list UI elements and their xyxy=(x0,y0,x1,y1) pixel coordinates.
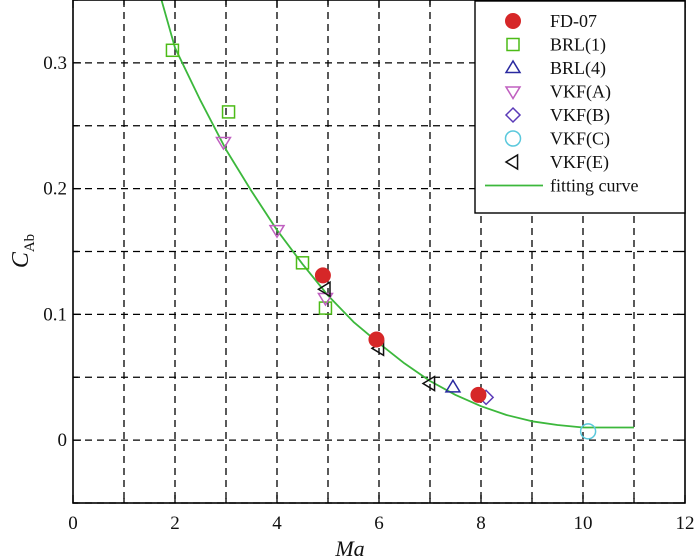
y-axis-label-sub: Ab xyxy=(22,234,38,252)
data-point-brl-1 xyxy=(295,256,310,270)
data-point-brl-1 xyxy=(221,105,236,119)
data-point-brl-4 xyxy=(444,378,462,393)
data-point-vkf-a xyxy=(268,224,286,239)
grid xyxy=(73,0,685,504)
legend-label-brl-1: BRL(1) xyxy=(550,35,606,56)
data-point-brl-1 xyxy=(165,43,180,58)
x-tick-label: 4 xyxy=(272,513,282,534)
fitting-curve-layer xyxy=(160,0,634,429)
legend-label-vkf-c: VKF(C) xyxy=(550,129,610,150)
y-tick-label: 0.2 xyxy=(43,179,67,200)
legend-label-vkf-a: VKF(A) xyxy=(550,82,611,103)
y-tick-label: 0.3 xyxy=(43,53,67,74)
legend-label-brl-4: BRL(4) xyxy=(550,58,606,79)
data-point-vkf-a xyxy=(215,136,232,151)
fitting-curve-line xyxy=(160,0,634,429)
legend-swatch-fd-07 xyxy=(505,13,521,29)
legend-swatch-vkf-e xyxy=(504,153,519,171)
x-tick-label: 8 xyxy=(476,513,486,534)
data-point-fd-07 xyxy=(368,331,385,348)
legend-box xyxy=(474,0,686,214)
data-point-vkf-e xyxy=(317,280,331,298)
y-axis-label: CAb xyxy=(8,234,38,268)
x-tick-label: 12 xyxy=(676,513,695,534)
data-point-fd-07 xyxy=(314,267,331,284)
x-tick-label: 0 xyxy=(68,513,78,534)
legend-label-vkf-e: VKF(E) xyxy=(550,152,609,173)
legend-label-fd-07: FD-07 xyxy=(550,11,597,31)
data-point-vkf-c xyxy=(579,423,597,440)
legend-swatch-vkf-c xyxy=(504,130,522,147)
legend-swatch-vkf-a xyxy=(504,86,522,100)
legend-label-vkf-b: VKF(B) xyxy=(550,105,610,126)
x-tick-label: 10 xyxy=(574,513,593,534)
y-axis-label-main: C xyxy=(8,251,34,268)
legend: FD-07 BRL(1)BRL(4) VKF(A)VKF(B) VKF(C)VKF(E… xyxy=(474,0,686,214)
tick-labels: 0 2 4 6 8 10 12 0 0.1 0.2 0.3 xyxy=(43,53,694,534)
data-point-fd-07 xyxy=(470,386,487,403)
y-tick-label: 0 xyxy=(58,430,68,451)
data-points xyxy=(165,43,597,440)
data-point-brl-1 xyxy=(318,301,333,315)
x-axis-label: Ma xyxy=(334,536,364,558)
x-tick-label: 6 xyxy=(374,513,384,534)
legend-swatch-brl-1 xyxy=(506,37,520,52)
legend-label-fitting-curve: fitting curve xyxy=(550,176,638,196)
legend-swatch-vkf-b xyxy=(504,106,522,124)
axes xyxy=(72,0,686,504)
data-point-vkf-e xyxy=(421,375,436,392)
legend-swatch-brl-4 xyxy=(504,59,522,74)
y-tick-label: 0.1 xyxy=(43,304,67,325)
x-tick-label: 2 xyxy=(170,513,180,534)
